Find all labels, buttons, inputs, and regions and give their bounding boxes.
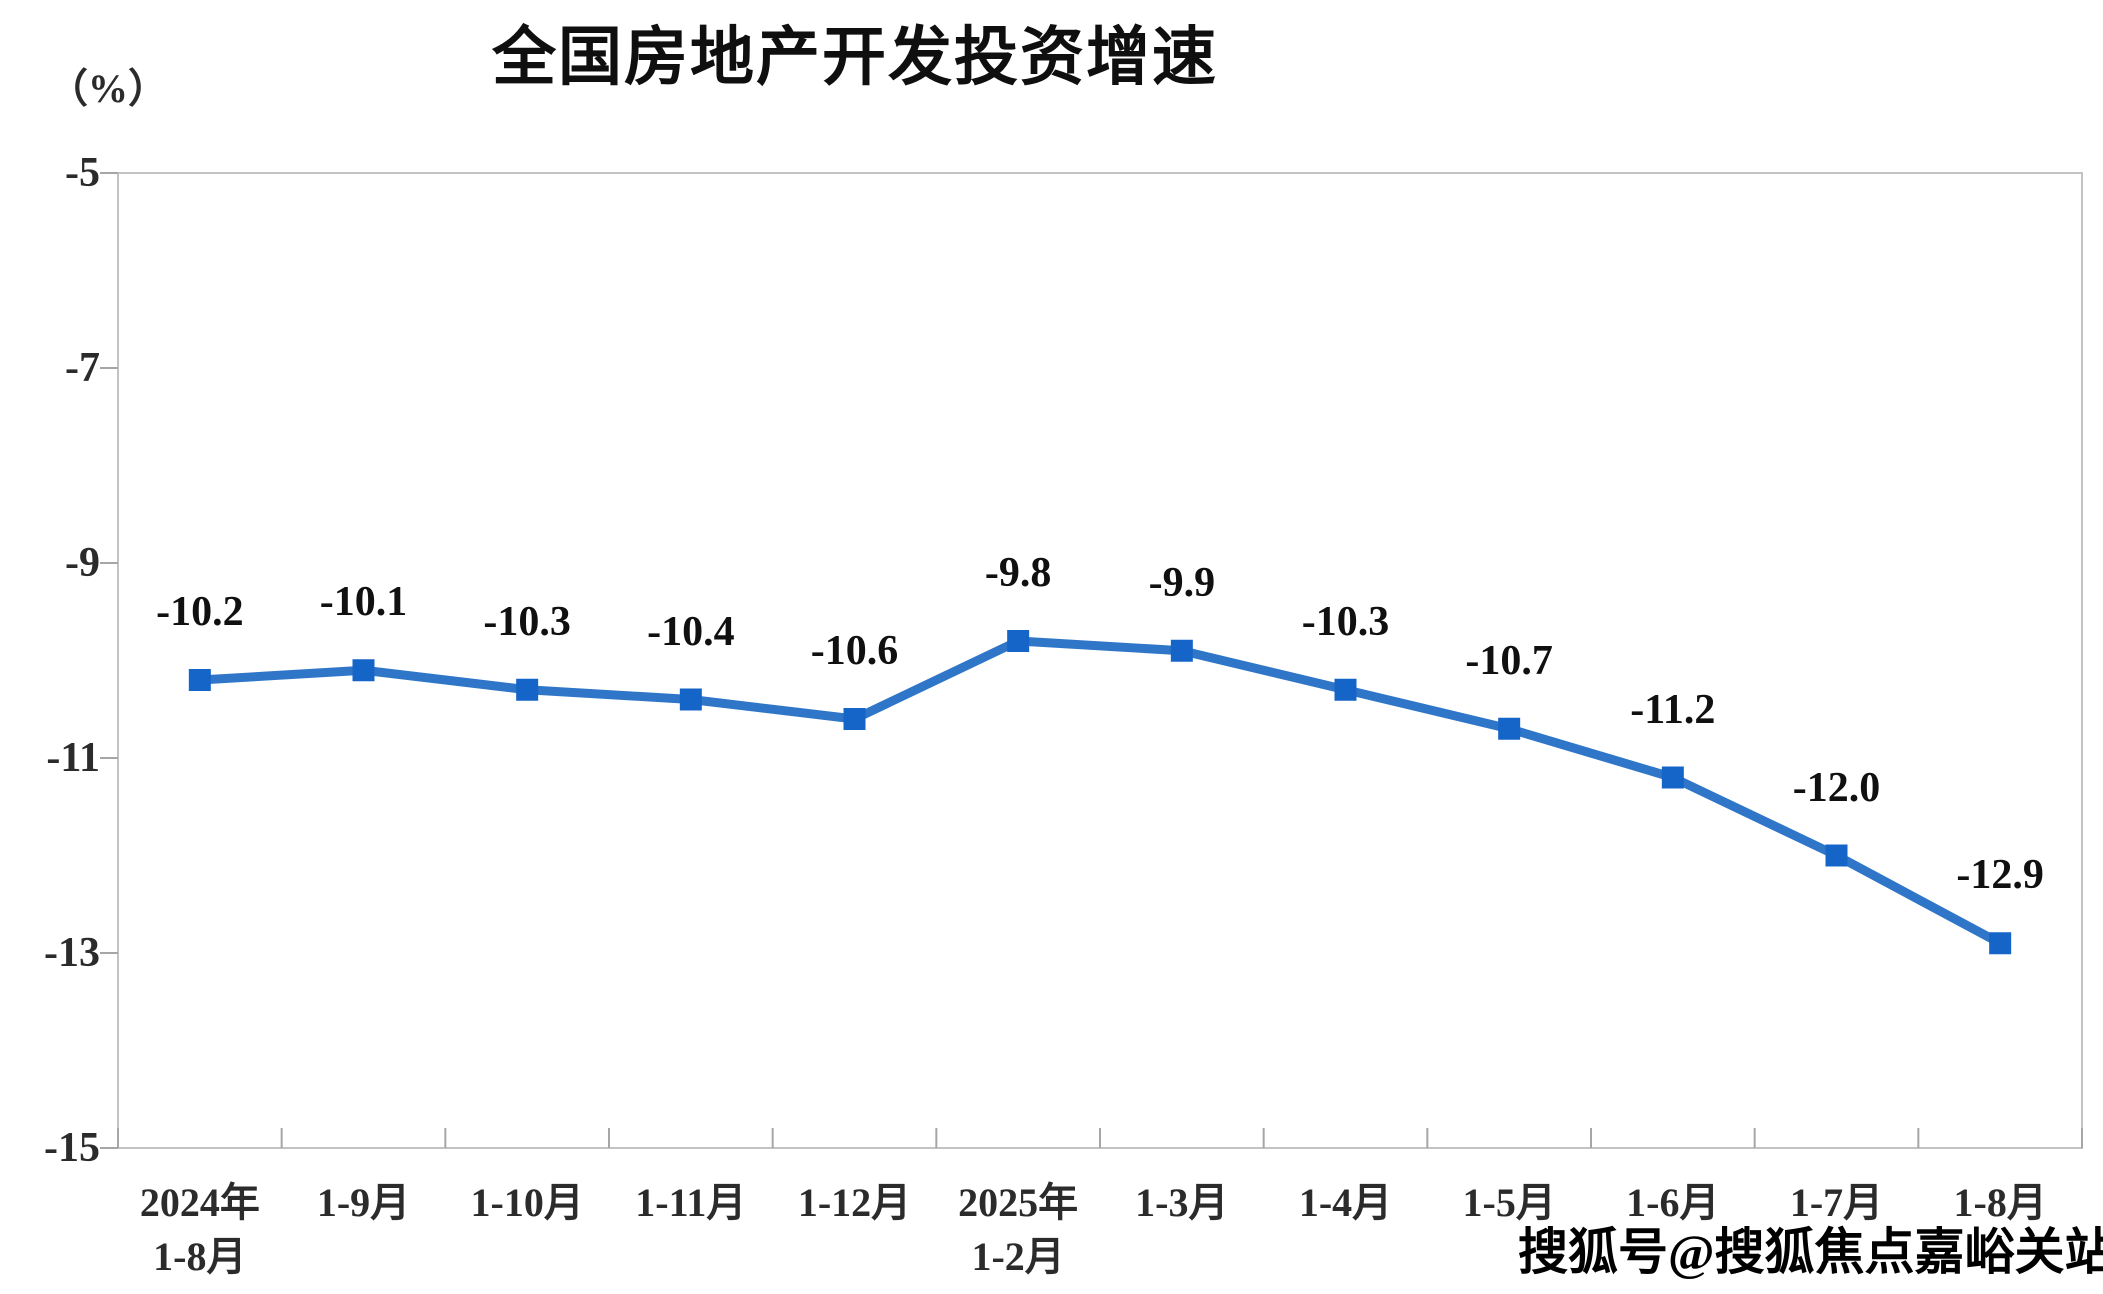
data-label: -10.3 (483, 598, 571, 645)
x-category-label: 1-7月 (1790, 1176, 1883, 1230)
y-axis-unit-label: （%） (48, 66, 168, 111)
x-category-label-line: 1-12月 (797, 1180, 912, 1225)
data-point-marker (188, 669, 211, 691)
series-line (195, 636, 2005, 948)
x-category-label-line: 1-2月 (971, 1234, 1065, 1279)
data-label: -10.1 (319, 579, 408, 626)
x-category-label: 1-6月 (1626, 1176, 1719, 1230)
data-label: -9.9 (1148, 559, 1216, 606)
x-category-label-line: 2025年 (958, 1180, 1079, 1225)
y-tick-label: -15 (44, 1125, 100, 1171)
plot-border (117, 172, 2083, 1149)
x-category-label-line: 1-5月 (1462, 1180, 1556, 1225)
x-category-label: 1-8月 (1953, 1176, 2046, 1230)
y-tick-label: -9 (65, 540, 100, 586)
data-label: -10.4 (647, 608, 735, 655)
data-label: -12.0 (1792, 764, 1881, 811)
data-point-marker (1334, 678, 1357, 701)
x-category-label: 1-12月 (798, 1176, 911, 1230)
x-category-label: 1-3月 (1135, 1176, 1228, 1230)
data-point-marker (516, 678, 539, 701)
data-label: -10.7 (1465, 637, 1553, 684)
x-category-label-line: 1-4月 (1298, 1180, 1393, 1225)
x-category-label-line: 1-10月 (470, 1180, 584, 1225)
x-category-label-line: 1-9月 (316, 1180, 411, 1225)
data-label: -10.6 (810, 628, 899, 674)
data-label: -12.9 (1956, 852, 2044, 899)
x-category-label: 1-4月 (1299, 1176, 1392, 1230)
x-category-label: 2025年 1-2月 (958, 1176, 1078, 1284)
x-category-label-line: 1-8月 (1953, 1180, 2047, 1225)
data-point-marker (1661, 766, 1684, 789)
y-tick-label: -11 (46, 735, 100, 781)
x-category-label-line: 1-8月 (153, 1234, 247, 1279)
data-label: -10.3 (1301, 598, 1390, 645)
x-category-label: 2024年 1-8月 (140, 1176, 260, 1284)
x-category-label: 1-11月 (635, 1176, 746, 1230)
y-tick-label: -5 (65, 150, 100, 196)
data-point-marker (1825, 844, 1848, 867)
x-category-label-line: 1-11月 (635, 1180, 747, 1225)
x-category-label: 1-10月 (470, 1176, 583, 1230)
data-point-marker (1989, 932, 2012, 955)
y-tick-label: -13 (44, 930, 100, 976)
data-label: -11.2 (1630, 686, 1716, 733)
data-label: -9.8 (984, 550, 1052, 596)
data-point-marker (679, 688, 702, 711)
data-point-marker (352, 659, 375, 682)
data-label: -10.2 (156, 589, 244, 635)
x-category-label-line: 2024年 (139, 1180, 260, 1225)
x-category-label-line: 1-3月 (1135, 1180, 1229, 1225)
chart-title: 全国房地产开发投资增速 (492, 21, 1218, 93)
x-category-label-line: 1-6月 (1626, 1180, 1720, 1225)
watermark: 搜狐号@搜狐焦点嘉峪关站 (1518, 1224, 2103, 1280)
x-category-label: 1-5月 (1462, 1176, 1555, 1230)
data-point-marker (843, 708, 866, 730)
x-category-label: 1-9月 (317, 1176, 410, 1230)
data-point-marker (1007, 630, 1030, 652)
data-point-marker (1170, 639, 1193, 662)
y-tick-label: -7 (65, 345, 100, 391)
data-point-marker (1498, 717, 1521, 740)
x-category-label-line: 1-7月 (1789, 1180, 1884, 1225)
